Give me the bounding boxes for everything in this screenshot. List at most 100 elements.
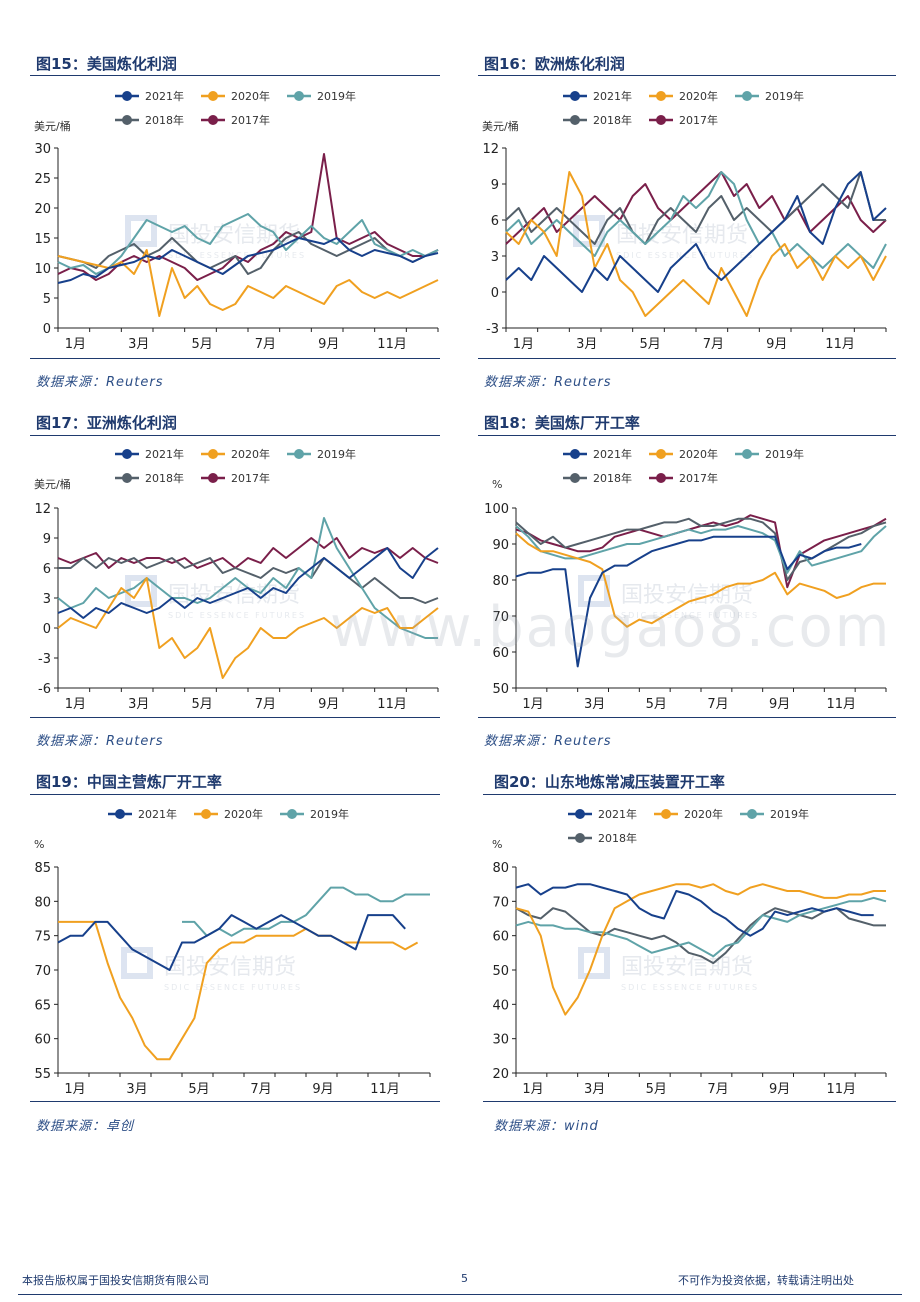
watermark-company: 国投安信期货 (621, 583, 753, 608)
figure-17-source: 数据来源：Reuters (36, 734, 164, 749)
legend-label: 2020年 (684, 807, 723, 821)
legend-label: 2020年 (679, 89, 718, 103)
figure-15-source: 数据来源：Reuters (36, 375, 164, 390)
footer-disclaimer: 不可作为投资依据，转载请注明出处 (678, 1274, 854, 1287)
y-tick-label: 0 (43, 322, 51, 337)
y-axis-unit: 美元/桶 (482, 119, 519, 133)
legend-marker (287, 809, 297, 819)
page-number: 5 (461, 1272, 468, 1285)
series-line-2019年 (182, 886, 430, 937)
x-tick-label: 7月 (703, 337, 724, 352)
y-tick-label: 60 (34, 1033, 51, 1048)
legend-marker (208, 473, 218, 483)
legend-marker (747, 809, 757, 819)
y-tick-label: 12 (482, 142, 499, 157)
x-tick-label: 7月 (707, 1082, 728, 1097)
x-tick-label: 11月 (377, 337, 407, 352)
x-tick-label: 5月 (191, 337, 212, 352)
watermark-company-en: SDIC ESSENCE FUTURES (621, 611, 759, 620)
y-tick-label: 55 (34, 1067, 51, 1082)
y-tick-label: 70 (492, 895, 509, 910)
y-tick-label: 100 (484, 502, 509, 517)
x-tick-label: 3月 (584, 697, 605, 712)
legend-marker (208, 115, 218, 125)
legend-label: 2018年 (598, 831, 637, 845)
y-tick-label: 0 (43, 622, 51, 637)
y-tick-label: 90 (492, 538, 509, 553)
x-tick-label: 9月 (766, 337, 787, 352)
x-tick-label: 5月 (639, 337, 660, 352)
y-axis-unit: % (492, 838, 502, 851)
series-line-2019年 (505, 171, 887, 269)
x-tick-label: 5月 (646, 1082, 667, 1097)
x-tick-label: 9月 (318, 697, 339, 712)
figure-18-bottom-rule (478, 717, 896, 718)
legend-marker (294, 91, 304, 101)
figure-19-bottom-rule (30, 1101, 440, 1102)
legend-marker (656, 115, 666, 125)
legend-marker (208, 91, 218, 101)
watermark-logo: 国投安信期货 SDIC ESSENCE FUTURES (578, 947, 757, 992)
legend-label: 2018年 (145, 113, 184, 127)
y-tick-label: 40 (492, 998, 509, 1013)
x-tick-label: 7月 (255, 697, 276, 712)
y-axis-unit: % (492, 478, 502, 491)
y-tick-label: 50 (492, 682, 509, 697)
legend-marker (656, 91, 666, 101)
series-line-2018年 (505, 171, 886, 245)
y-tick-label: 3 (43, 592, 51, 607)
watermark-company: 国投安信期货 (168, 223, 300, 248)
x-tick-label: 11月 (825, 337, 855, 352)
y-tick-label: 10 (34, 262, 51, 277)
watermark-company: 国投安信期货 (621, 955, 753, 980)
figure-20-source: 数据来源：wind (494, 1119, 599, 1134)
y-tick-label: 3 (491, 250, 499, 265)
legend-label: 2017年 (231, 113, 270, 127)
legend-label: 2018年 (145, 471, 184, 485)
series-line-2019年 (57, 213, 439, 275)
site-watermark: www.baogao8.com (330, 595, 892, 660)
series-line-2021年 (57, 237, 439, 284)
y-tick-label: 9 (491, 178, 499, 193)
y-axis-unit: 美元/桶 (34, 477, 71, 491)
series-line-2018年 (58, 557, 439, 604)
figure-20-rule (483, 794, 896, 795)
watermark-company-en: SDIC ESSENCE FUTURES (164, 983, 302, 992)
y-tick-label: -6 (38, 682, 51, 697)
legend-marker (575, 833, 585, 843)
figure-16-title: 图16：欧洲炼化利润 (484, 55, 625, 73)
x-tick-label: 3月 (128, 697, 149, 712)
x-tick-label: 7月 (255, 337, 276, 352)
series-line-2021年 (505, 171, 887, 293)
x-tick-label: 1月 (522, 1082, 543, 1097)
x-tick-label: 9月 (769, 1082, 790, 1097)
y-tick-label: 60 (492, 930, 509, 945)
figure-15-rule (30, 75, 440, 76)
x-tick-label: 7月 (250, 1082, 271, 1097)
x-tick-label: 3月 (584, 1082, 605, 1097)
series-line-2019年 (515, 896, 887, 958)
figure-19-title: 图19：中国主营炼厂开工率 (36, 773, 222, 791)
x-tick-label: 5月 (191, 697, 212, 712)
legend-marker (570, 473, 580, 483)
x-tick-label: 11月 (827, 1082, 857, 1097)
figure-17-rule (30, 435, 440, 436)
y-tick-label: -3 (38, 652, 51, 667)
x-tick-label: 9月 (769, 697, 790, 712)
x-tick-label: 11月 (370, 1082, 400, 1097)
y-tick-label: 9 (43, 532, 51, 547)
legend-marker (201, 809, 211, 819)
x-tick-label: 9月 (312, 1082, 333, 1097)
legend-marker (208, 449, 218, 459)
series-line-2018年 (57, 231, 439, 275)
watermark-logo: 国投安信期货 SDIC ESSENCE FUTURES (578, 575, 759, 620)
y-tick-label: 85 (34, 861, 51, 876)
y-tick-label: 12 (34, 502, 51, 517)
legend-label: 2020年 (679, 447, 718, 461)
watermark-company-en: SDIC ESSENCE FUTURES (168, 611, 306, 620)
series-line-2017年 (57, 537, 439, 569)
y-tick-label: 6 (491, 214, 499, 229)
legend-label: 2019年 (765, 89, 804, 103)
